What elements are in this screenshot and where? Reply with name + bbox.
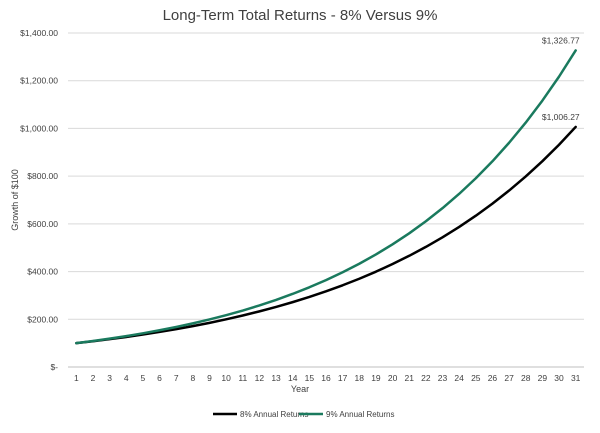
y-tick-label: $800.00	[27, 171, 58, 181]
legend-label: 8% Annual Returns	[240, 410, 309, 419]
x-tick-label: 19	[371, 373, 381, 383]
y-tick-label: $1,400.00	[20, 28, 58, 38]
x-tick-label: 30	[554, 373, 564, 383]
x-tick-label: 10	[221, 373, 231, 383]
x-tick-label: 4	[124, 373, 129, 383]
x-tick-label: 31	[571, 373, 581, 383]
legend: 8% Annual Returns 9% Annual Returns	[213, 410, 395, 419]
x-tick-label: 26	[488, 373, 498, 383]
y-tick-label: $1,200.00	[20, 76, 58, 86]
x-tick-label: 15	[305, 373, 315, 383]
x-tick-label: 16	[321, 373, 331, 383]
y-axis-label: Growth of $100	[10, 169, 20, 231]
x-axis-ticks: 1 2 3 4 5 6 7 8 9 10 11 12 13 14 15 16 17 18 19 20 21 22 23 24 2…	[74, 373, 581, 383]
x-tick-label: 17	[338, 373, 348, 383]
x-tick-label: 29	[538, 373, 548, 383]
x-tick-label: 1	[74, 373, 79, 383]
x-tick-label: 20	[388, 373, 398, 383]
x-tick-label: 7	[174, 373, 179, 383]
end-value-label: $1,006.27	[542, 112, 580, 122]
x-tick-label: 28	[521, 373, 531, 383]
x-tick-label: 3	[107, 373, 112, 383]
y-axis-ticks: $- $200.00 $400.00 $600.00 $800.00 $1,000.00 $…	[20, 28, 58, 372]
y-tick-label: $400.00	[27, 267, 58, 277]
x-tick-label: 21	[404, 373, 414, 383]
x-tick-label: 14	[288, 373, 298, 383]
x-tick-label: 25	[471, 373, 481, 383]
x-tick-label: 5	[141, 373, 146, 383]
x-tick-label: 9	[207, 373, 212, 383]
y-tick-label: $200.00	[27, 314, 58, 324]
y-tick-label: $600.00	[27, 219, 58, 229]
y-tick-label: $-	[50, 362, 58, 372]
x-tick-label: 6	[157, 373, 162, 383]
x-tick-label: 11	[238, 373, 247, 383]
x-tick-label: 13	[271, 373, 281, 383]
x-tick-label: 12	[255, 373, 265, 383]
x-tick-label: 8	[190, 373, 195, 383]
x-axis-label: Year	[291, 384, 309, 394]
x-tick-label: 24	[454, 373, 464, 383]
end-value-label: $1,326.77	[542, 35, 580, 45]
x-tick-label: 18	[355, 373, 365, 383]
y-tick-label: $1,000.00	[20, 123, 58, 133]
chart-title: Long-Term Total Returns - 8% Versus 9%	[163, 7, 438, 24]
legend-label: 9% Annual Returns	[326, 410, 395, 419]
x-tick-label: 22	[421, 373, 431, 383]
series-line-8-percent	[75, 125, 577, 345]
series-lines	[75, 49, 577, 345]
x-tick-label: 27	[504, 373, 514, 383]
x-tick-label: 2	[91, 373, 96, 383]
series-line-9-percent	[75, 49, 577, 345]
data-labels: $1,006.27 $1,326.77	[542, 35, 580, 121]
x-tick-label: 23	[438, 373, 448, 383]
gridlines	[68, 32, 584, 368]
